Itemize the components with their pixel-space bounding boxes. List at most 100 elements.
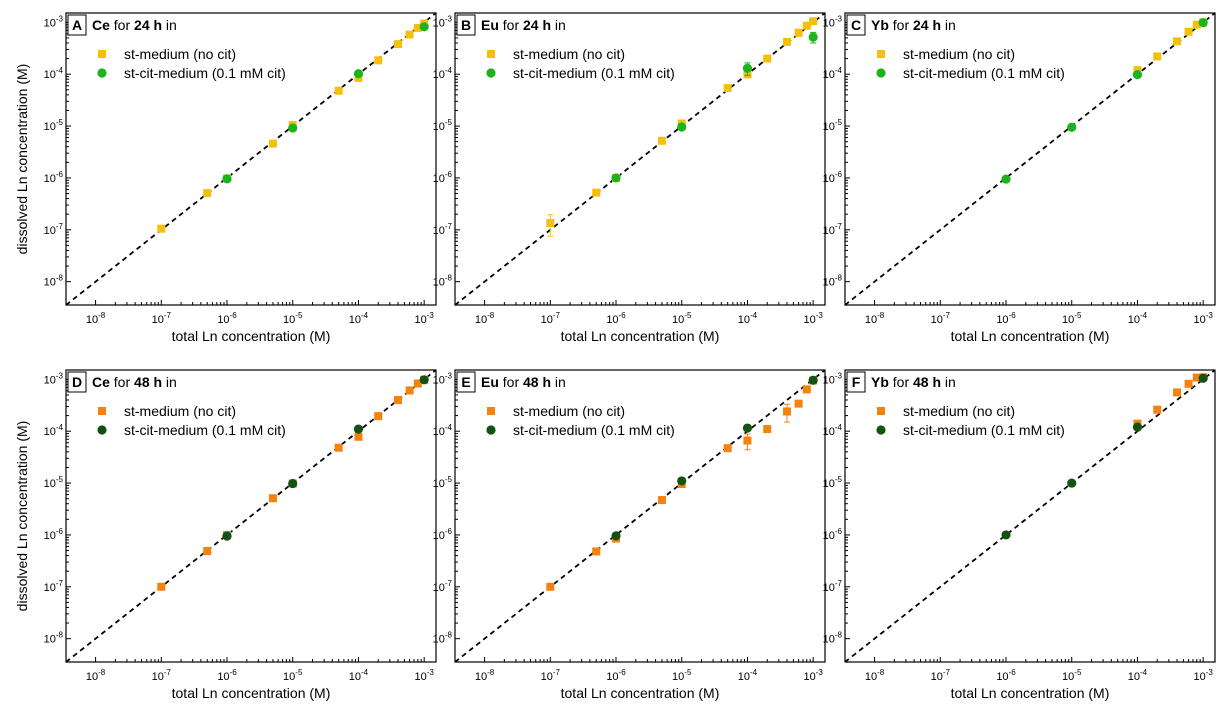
reference-line-y-equals-x bbox=[455, 370, 825, 662]
data-point-circle bbox=[677, 476, 687, 486]
reference-line-y-equals-x bbox=[845, 370, 1215, 662]
panel-title-in: in bbox=[941, 17, 956, 33]
x-tick-label: 10-5 bbox=[672, 668, 692, 683]
data-point-square bbox=[1173, 37, 1182, 46]
x-tick-label: 10-8 bbox=[865, 668, 885, 683]
y-tick-label: 10-3 bbox=[44, 14, 64, 29]
y-tick-label: 10-8 bbox=[823, 274, 843, 289]
legend-square-series-label: st-medium (no cit) bbox=[903, 403, 1015, 419]
data-point-square bbox=[592, 547, 601, 556]
legend-marker-circle bbox=[876, 68, 886, 78]
x-tick-label: 10-6 bbox=[606, 668, 626, 683]
legend-circle-series-label: st-cit-medium (0.1 mM cit) bbox=[124, 65, 286, 81]
y-tick-label: 10-5 bbox=[44, 475, 64, 490]
data-point-circle bbox=[808, 32, 818, 42]
panel-title: Eu for 24 h in bbox=[481, 17, 566, 33]
data-point-circle bbox=[808, 375, 818, 385]
data-point-square bbox=[354, 432, 363, 441]
data-point-square bbox=[723, 444, 732, 453]
plot-frame bbox=[65, 369, 437, 663]
x-tick-label: 10-6 bbox=[996, 311, 1016, 326]
plot-frame bbox=[65, 12, 437, 306]
y-tick-label: 10-4 bbox=[44, 66, 64, 81]
data-point-square bbox=[203, 546, 212, 555]
panel-letter: A bbox=[72, 17, 82, 33]
panel-C: 10-8 10-8 10-7 10-7 10-6 10-6 10-5 10-5 10-4 10-4… bbox=[823, 12, 1216, 344]
x-tick-label: 10-5 bbox=[283, 311, 303, 326]
x-tick-label: 10-8 bbox=[865, 311, 885, 326]
data-point-square bbox=[394, 40, 403, 49]
data-point-square bbox=[592, 188, 601, 197]
data-point-square bbox=[334, 86, 343, 95]
data-point-circle bbox=[222, 174, 232, 184]
legend-marker-circle bbox=[97, 425, 107, 435]
y-axis-label: dissolved Ln concentration (M) bbox=[14, 421, 30, 612]
legend-marker-square bbox=[877, 407, 885, 415]
y-tick-label: 10-3 bbox=[433, 371, 453, 386]
panel-title-duration: 24 h bbox=[913, 17, 941, 33]
panel-letter: C bbox=[851, 17, 861, 33]
reference-line-y-equals-x bbox=[455, 13, 825, 305]
x-tick-label: 10-7 bbox=[931, 311, 951, 326]
x-tick-label: 10-5 bbox=[283, 668, 303, 683]
y-tick-label: 10-3 bbox=[44, 371, 64, 386]
panel-title-for: for bbox=[499, 17, 523, 33]
y-tick-label: 10-7 bbox=[433, 579, 453, 594]
y-tick-label: 10-7 bbox=[433, 222, 453, 237]
x-tick-label: 10-5 bbox=[672, 311, 692, 326]
data-point-square bbox=[1173, 388, 1182, 397]
reference-line-y-equals-x bbox=[66, 13, 436, 305]
data-point-square bbox=[1192, 373, 1201, 382]
x-axis-label: total Ln concentration (M) bbox=[172, 328, 331, 344]
x-tick-label: 10-7 bbox=[152, 668, 172, 683]
panel-letter: D bbox=[72, 374, 82, 390]
data-point-square bbox=[268, 494, 277, 503]
data-point-square bbox=[783, 407, 792, 416]
data-point-square bbox=[374, 56, 383, 65]
data-point-square bbox=[743, 436, 752, 445]
panel-A: 10-8 10-8 10-7 10-7 10-6 10-6 10-5 10-5 10-4 10-4… bbox=[14, 12, 437, 344]
x-tick-label: 10-8 bbox=[475, 668, 495, 683]
legend-circle-series-label: st-cit-medium (0.1 mM cit) bbox=[903, 422, 1065, 438]
y-tick-label: 10-6 bbox=[44, 527, 64, 542]
data-point-square bbox=[763, 425, 772, 434]
data-point-circle bbox=[1067, 122, 1077, 132]
y-tick-label: 10-6 bbox=[823, 170, 843, 185]
data-point-circle bbox=[1001, 530, 1011, 540]
panel-letter: E bbox=[461, 374, 470, 390]
x-axis-label: total Ln concentration (M) bbox=[951, 685, 1110, 701]
plot-frame bbox=[844, 12, 1216, 306]
data-point-circle bbox=[353, 69, 364, 79]
y-tick-label: 10-7 bbox=[823, 222, 843, 237]
x-tick-label: 10-6 bbox=[217, 311, 237, 326]
data-point-circle bbox=[222, 531, 232, 541]
data-point-square bbox=[802, 385, 811, 394]
panel-title-in: in bbox=[162, 17, 177, 33]
panel-title-element: Ce bbox=[92, 374, 110, 390]
x-tick-label: 10-8 bbox=[475, 311, 495, 326]
data-point-circle bbox=[742, 423, 753, 433]
data-point-square bbox=[394, 395, 403, 404]
panel-title-in: in bbox=[162, 374, 177, 390]
panel-title: Ce for 24 h in bbox=[92, 17, 177, 33]
panel-title: Eu for 48 h in bbox=[481, 374, 566, 390]
y-tick-label: 10-4 bbox=[44, 423, 64, 438]
x-axis-label: total Ln concentration (M) bbox=[561, 685, 720, 701]
panel-title-duration: 24 h bbox=[134, 17, 162, 33]
plot-frame bbox=[454, 369, 826, 663]
x-tick-label: 10-4 bbox=[738, 668, 758, 683]
panel-F: 10-8 10-8 10-7 10-7 10-6 10-6 10-5 10-5 10-4 10-4… bbox=[823, 369, 1216, 701]
y-tick-label: 10-3 bbox=[823, 14, 843, 29]
panel-title-for: for bbox=[110, 374, 134, 390]
panel-letter-box bbox=[456, 371, 476, 393]
data-point-circle bbox=[1067, 478, 1077, 488]
panel-B: 10-8 10-8 10-7 10-7 10-6 10-6 10-5 10-5 10-4 10-4… bbox=[433, 12, 826, 344]
y-tick-label: 10-3 bbox=[433, 14, 453, 29]
data-point-square bbox=[413, 23, 422, 32]
y-tick-label: 10-4 bbox=[823, 423, 843, 438]
x-tick-label: 10-7 bbox=[931, 668, 951, 683]
x-tick-label: 10-3 bbox=[1193, 668, 1213, 683]
panel-title-element: Ce bbox=[92, 17, 110, 33]
y-tick-label: 10-8 bbox=[823, 631, 843, 646]
y-tick-label: 10-6 bbox=[433, 527, 453, 542]
